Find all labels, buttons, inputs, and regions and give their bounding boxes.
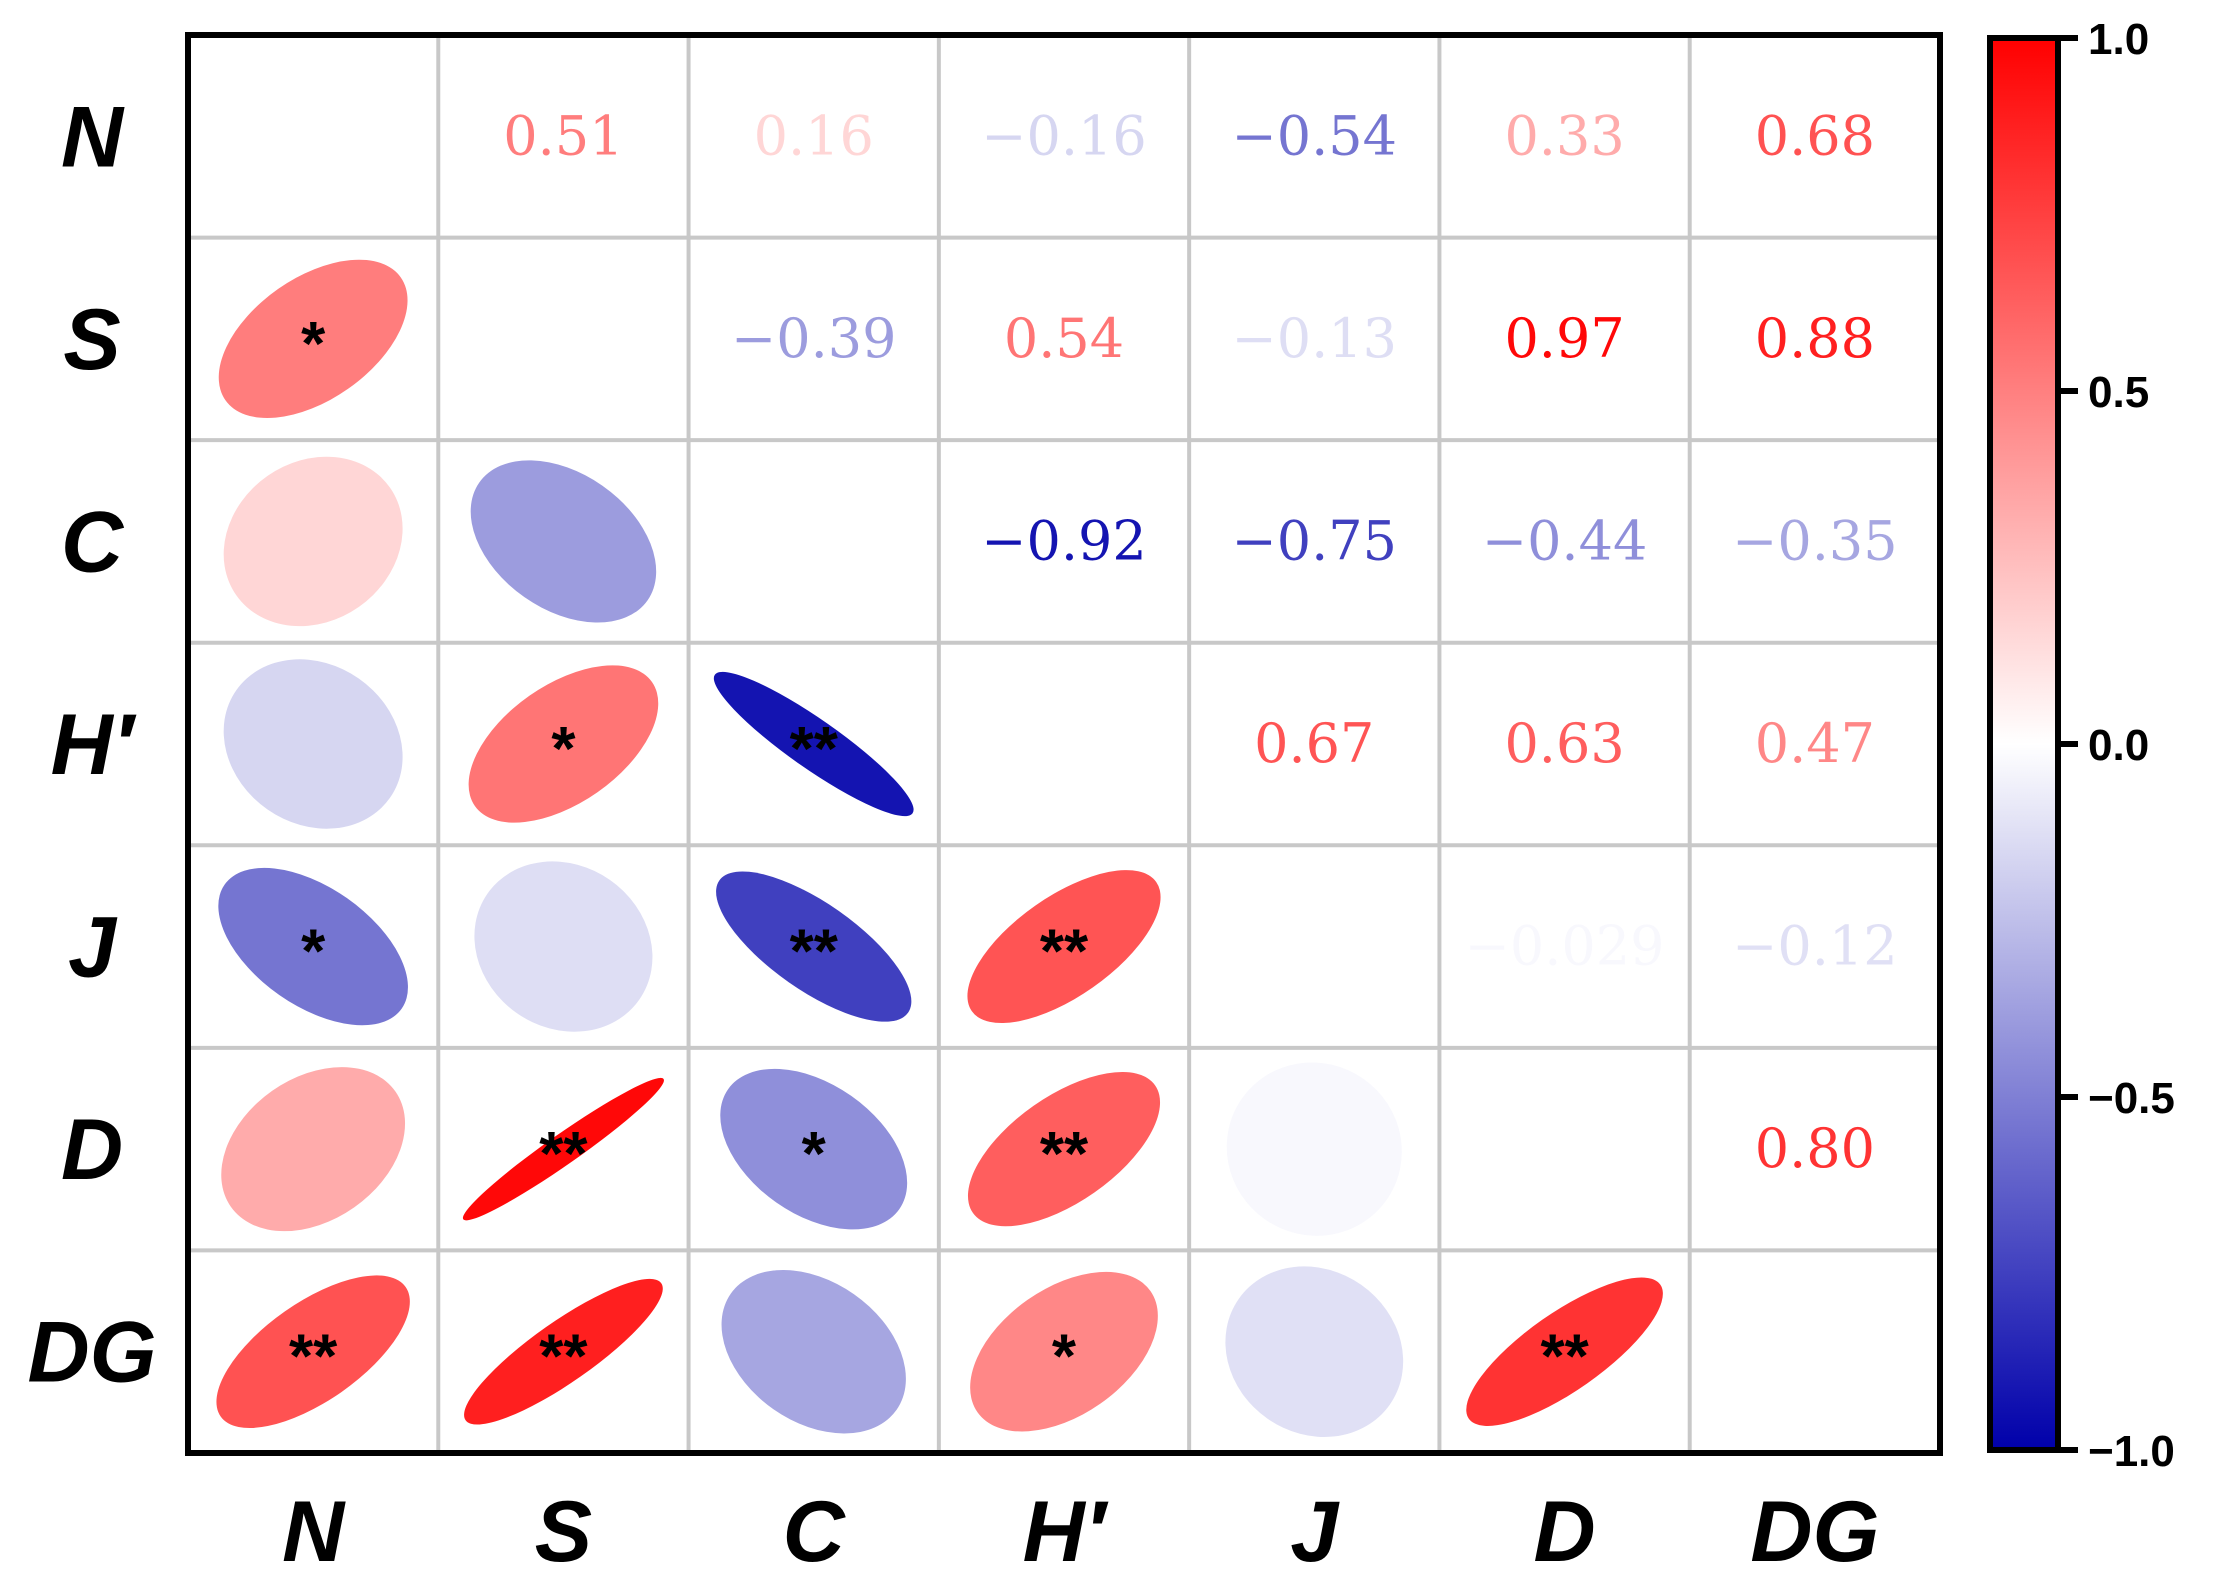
ellipse-dg-s	[464, 1278, 663, 1425]
significance-dg-hprime: *	[1052, 1323, 1077, 1392]
coefficient-s-j: −0.13	[1232, 307, 1397, 370]
significance-dg-d: **	[1540, 1323, 1589, 1392]
significance-j-hprime: **	[1040, 918, 1089, 987]
coefficient-s-c: −0.39	[731, 307, 896, 370]
significance-s-n: *	[301, 310, 326, 379]
row-label-d: D	[61, 1102, 123, 1198]
coefficient-d-dg: 0.80	[1755, 1117, 1875, 1180]
coefficient-n-s: 0.51	[503, 104, 623, 167]
ellipse-dg-j	[1225, 1266, 1404, 1438]
colorbar: 1.0 0.5 0.0 −0.5 −1.0	[1987, 15, 2175, 1476]
ellipse-c-s	[470, 460, 657, 623]
ellipse-hprime-s	[468, 665, 659, 823]
ellipse-j-n	[218, 867, 408, 1026]
ellipse-dg-n	[216, 1275, 410, 1429]
ellipse-dg-d	[1466, 1277, 1663, 1426]
ellipse-c-n	[223, 456, 403, 627]
ellipses-layer	[216, 259, 1663, 1438]
coefficient-c-hprime: −0.92	[981, 509, 1146, 572]
row-label-s: S	[63, 292, 120, 388]
row-label-j: J	[68, 900, 118, 996]
ellipse-d-s	[462, 1077, 664, 1221]
coefficient-s-dg: 0.88	[1755, 307, 1875, 370]
column-label-d: D	[1534, 1484, 1596, 1580]
coefficient-j-d: −0.029	[1465, 915, 1665, 978]
plot-frame	[185, 32, 1943, 1456]
coefficient-n-j: −0.54	[1232, 104, 1397, 167]
ellipse-d-j	[1226, 1062, 1402, 1236]
coefficient-c-dg: −0.35	[1732, 509, 1897, 572]
ellipse-dg-hprime	[970, 1271, 1158, 1432]
significance-d-s: **	[539, 1120, 588, 1189]
column-label-c: C	[783, 1484, 847, 1580]
significance-hprime-s: *	[551, 715, 576, 784]
coefficient-c-j: −0.75	[1232, 509, 1397, 572]
ellipse-s-n	[218, 259, 408, 419]
column-label-dg: DG	[1750, 1484, 1879, 1580]
ellipse-hprime-n	[223, 659, 403, 829]
colorbar-gradient	[1990, 38, 2058, 1450]
column-label-j: J	[1290, 1484, 1340, 1580]
colorbar-tick-label: −1.0	[2088, 1427, 2175, 1476]
ellipse-j-hprime	[967, 870, 1161, 1024]
row-label-n: N	[61, 89, 125, 185]
axis-labels: N N S S C C H′ H′ J J D D DG DG	[28, 89, 1880, 1580]
grid-lines	[188, 35, 1940, 1453]
coefficient-n-c: 0.16	[754, 104, 874, 167]
coefficient-j-dg: −0.12	[1732, 915, 1897, 978]
coefficient-n-dg: 0.68	[1755, 104, 1875, 167]
column-label-hprime: H′	[1023, 1484, 1109, 1580]
coefficient-c-d: −0.44	[1482, 509, 1647, 572]
ellipse-j-s	[474, 861, 653, 1032]
ellipse-d-hprime	[967, 1071, 1161, 1227]
ellipse-d-c	[720, 1068, 908, 1230]
coefficient-hprime-d: 0.63	[1504, 712, 1624, 775]
colorbar-tick-label: 1.0	[2088, 15, 2149, 64]
column-label-s: S	[535, 1484, 592, 1580]
ellipse-hprime-c	[713, 671, 914, 817]
row-label-hprime: H′	[51, 697, 137, 793]
coefficient-n-hprime: −0.16	[981, 104, 1146, 167]
coefficient-layer: 0.51 0.16 −0.16 −0.54 0.33 0.68 −0.39 0.54 −0.13…	[503, 104, 1897, 1180]
significance-dg-s: **	[539, 1323, 588, 1392]
column-label-n: N	[282, 1484, 346, 1580]
row-label-dg: DG	[28, 1305, 157, 1401]
coefficient-s-hprime: 0.54	[1004, 307, 1124, 370]
significance-dg-n: **	[289, 1323, 338, 1392]
significance-j-n: *	[301, 918, 326, 987]
colorbar-tick-label: 0.0	[2088, 721, 2149, 770]
colorbar-tick-label: 0.5	[2088, 368, 2149, 417]
ellipse-j-c	[716, 871, 912, 1022]
significance-j-c: **	[790, 918, 839, 987]
colorbar-tick-label: −0.5	[2088, 1074, 2175, 1123]
coefficient-s-d: 0.97	[1504, 307, 1624, 370]
ellipse-d-n	[221, 1067, 406, 1232]
coefficient-hprime-dg: 0.47	[1755, 712, 1875, 775]
ellipse-dg-c	[721, 1269, 906, 1434]
significance-layer: ** *** ** **** * **** ** * **	[289, 310, 1590, 1392]
significance-d-hprime: **	[1040, 1120, 1089, 1189]
coefficient-hprime-j: 0.67	[1254, 712, 1374, 775]
significance-hprime-c: **	[790, 715, 839, 784]
significance-d-c: *	[802, 1120, 827, 1189]
row-label-c: C	[61, 494, 125, 590]
coefficient-n-d: 0.33	[1504, 104, 1624, 167]
